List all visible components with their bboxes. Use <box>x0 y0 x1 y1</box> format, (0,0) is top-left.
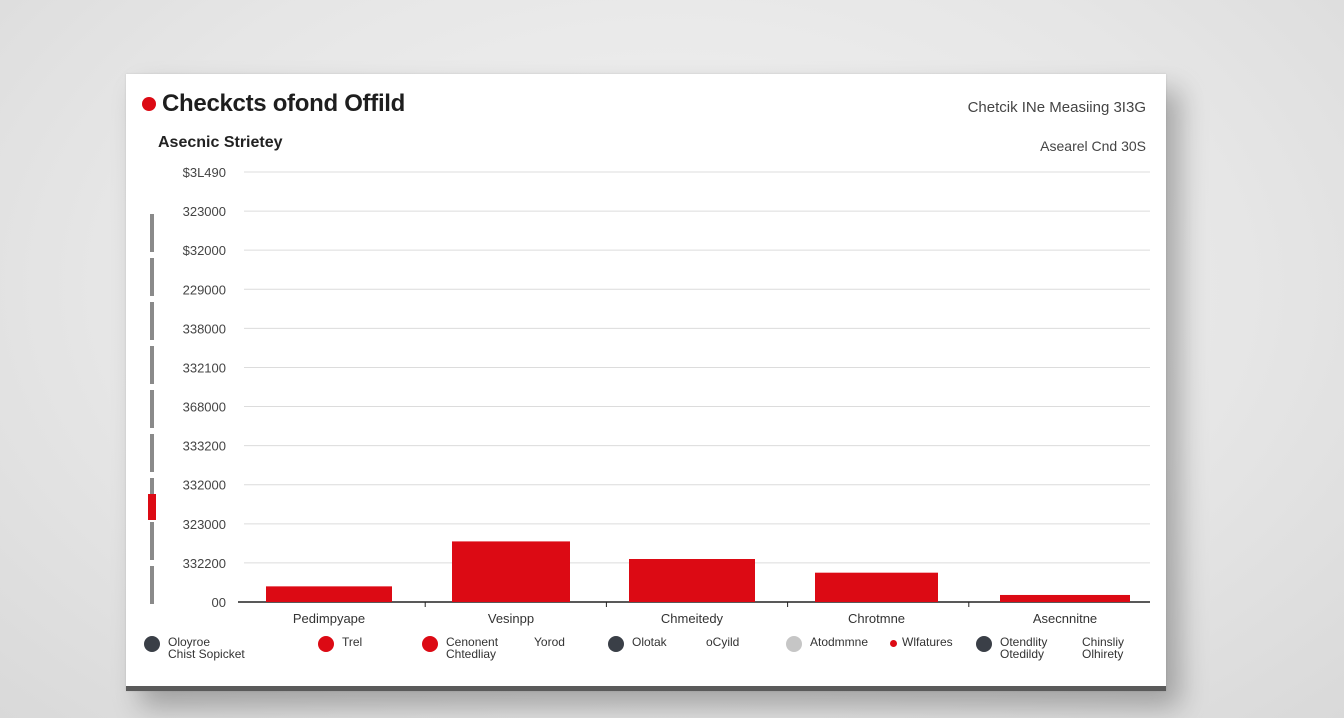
legend-swatch <box>976 636 992 652</box>
y-tick-label: $3L490 <box>183 165 226 180</box>
y-tick-label: 332200 <box>183 556 226 571</box>
legend-item: Cenonent Chtedliay <box>422 636 498 660</box>
title-group: Checkcts ofond Offild <box>142 90 405 118</box>
title-dot-icon <box>142 97 156 111</box>
legend-label: Trel <box>342 635 363 649</box>
y-tick-label: 229000 <box>183 282 226 297</box>
bar-2 <box>452 541 570 602</box>
bar-5 <box>1000 594 1130 602</box>
legend-swatch <box>422 636 438 652</box>
legend-label: Olotak <box>632 635 667 649</box>
chart-title: Checkcts ofond Offild <box>162 90 406 117</box>
bar-1 <box>266 586 392 602</box>
legend-item: Trel <box>318 636 362 652</box>
legend-item: Oloyroe Chist Sopicket <box>144 636 245 660</box>
x-tick-label: Vesinpp <box>488 611 534 626</box>
y-tick-label: 332100 <box>183 360 226 375</box>
legend-item: Olotak <box>608 636 667 652</box>
y-tick-label: 333200 <box>183 439 226 454</box>
y-tick-label: 323000 <box>183 204 226 219</box>
legend-extra-label: oCyild <box>706 635 740 649</box>
legend-label: Wlfatures <box>902 635 953 649</box>
bar-4 <box>815 572 938 602</box>
legend-swatch <box>608 636 624 652</box>
legend-item: Atodmmne <box>786 636 868 652</box>
y-tick-label: 332000 <box>183 478 226 493</box>
legend-label: Otendlity Otedildy <box>1000 635 1048 661</box>
y-tick-label: 323000 <box>183 517 226 532</box>
legend-swatch <box>786 636 802 652</box>
x-tick-label: Asecnnitne <box>1033 611 1097 626</box>
legend-swatch <box>144 636 160 652</box>
bar-chart: 00 332200 323000 332000 333200 368000 332100 33… <box>148 165 1150 626</box>
bar-3 <box>629 559 755 602</box>
x-tick-label: Pedimpyape <box>293 611 365 626</box>
header-meta-1: Chetcik INe Measiing 3I3G <box>967 99 1146 116</box>
y-tick-label: 368000 <box>183 400 226 415</box>
legend-swatch <box>318 636 334 652</box>
legend-label: Atodmmne <box>810 635 869 649</box>
legend-item: Wlfatures <box>890 636 953 648</box>
legend-extra-label: Yorod <box>534 635 565 649</box>
legend-item: Otendlity Otedildy <box>976 636 1047 660</box>
y-tick-label: $32000 <box>183 243 226 258</box>
legend-label: Cenonent Chtedliay <box>446 635 499 661</box>
chart-legend: Oloyroe Chist Sopicket Trel Yorod Cenonent Ch… <box>126 636 1166 676</box>
x-tick-label: Chmeitedy <box>661 611 724 626</box>
chart-card: Checkcts ofond Offild Asecnic Strietey C… <box>126 74 1166 691</box>
y-axis-decor-accent <box>148 494 156 520</box>
legend-extra-label: Chinsliy Olhirety <box>1082 635 1125 661</box>
chart-subtitle: Asecnic Strietey <box>158 134 283 151</box>
legend-label: Oloyroe Chist Sopicket <box>168 635 245 661</box>
y-tick-label: 00 <box>212 595 226 610</box>
x-tick-label: Chrotmne <box>848 611 905 626</box>
header-meta-2: Asearel Cnd 30S <box>1040 138 1146 154</box>
y-tick-label: 338000 <box>183 321 226 336</box>
legend-swatch <box>890 640 897 647</box>
